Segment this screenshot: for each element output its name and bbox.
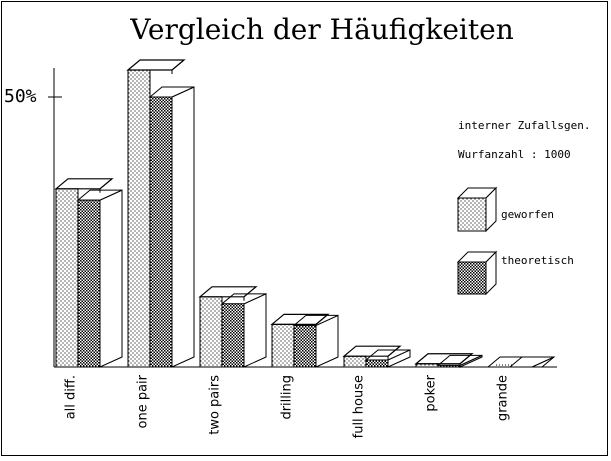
bar-geworfen-drilling <box>271 323 295 368</box>
bar-pair-all-diff <box>54 178 123 368</box>
category-label-full-house: full house <box>352 375 367 438</box>
bar-theoretisch-full-house <box>365 359 389 368</box>
bar-geworfen-all-diff <box>55 188 79 368</box>
bar-theoretisch-two-pairs <box>221 303 245 368</box>
category-label-poker: poker <box>424 374 439 411</box>
bar-pair-grande <box>486 356 556 368</box>
bar-side-two-pairs <box>243 293 267 368</box>
bar-pair-drilling <box>270 313 339 368</box>
note-throw-count: Wurfanzahl : 1000 <box>458 148 571 161</box>
bar-geworfen-one-pair <box>127 69 151 368</box>
bar-lid-one-pair <box>126 59 186 71</box>
category-label-all-diff: all diff. <box>64 375 79 419</box>
note-generator: interner Zufallsgen. <box>458 119 590 132</box>
bar-theoretisch-drilling <box>293 324 317 368</box>
bar-geworfen-full-house <box>343 355 367 368</box>
category-label-drilling: drilling <box>280 375 295 420</box>
bar-pair-one-pair <box>126 59 195 368</box>
legend-label-geworfen: geworfen <box>501 208 554 221</box>
legend-label-theoretisch: theoretisch <box>501 254 574 267</box>
bar-empty-grande <box>486 356 556 368</box>
category-label-two-pairs: two pairs <box>208 375 223 435</box>
chart-title: Vergleich der Häufigkeiten <box>129 13 514 46</box>
category-label-grande: grande <box>496 375 511 421</box>
legend-swatch-geworfen <box>456 186 498 233</box>
bar-theoretisch-poker <box>437 364 461 368</box>
legend: geworfen theoretisch <box>456 186 574 296</box>
bar-geworfen-two-pairs <box>199 296 223 368</box>
bars-group <box>54 59 556 368</box>
legend-swatch-theoretisch <box>456 250 498 296</box>
bar-side-one-pair <box>171 86 195 368</box>
bar-theoretisch-one-pair <box>149 96 173 368</box>
bar-pair-full-house <box>342 345 411 368</box>
bar-pair-poker <box>414 353 483 368</box>
bar-side-all-diff <box>99 189 123 368</box>
bar-lid-all-diff <box>54 178 114 190</box>
y-tick-label-50: 50% <box>4 86 37 107</box>
category-label-one-pair: one pair <box>136 374 151 428</box>
bar-pair-two-pairs <box>198 286 267 368</box>
category-labels: all diff. one pair two pairs drilling full h… <box>64 374 511 438</box>
bar-theoretisch-all-diff <box>77 199 101 368</box>
